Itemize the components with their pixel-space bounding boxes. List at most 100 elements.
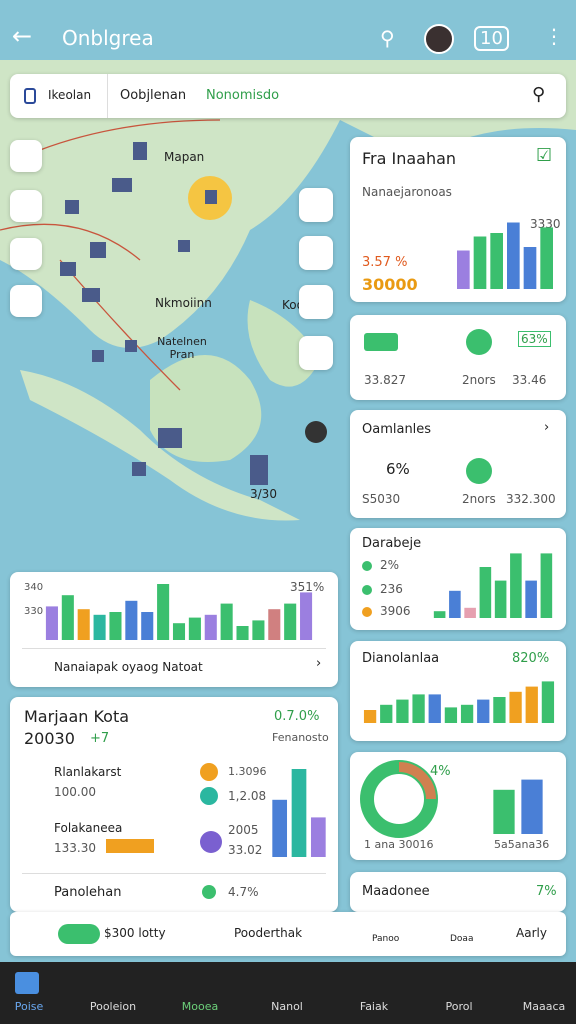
- bar: [272, 799, 288, 857]
- action[interactable]: Pooderthak: [234, 926, 303, 940]
- link[interactable]: Nanaiapak oyaog Natoat: [54, 660, 203, 674]
- bar: [477, 699, 490, 723]
- percent: 6%: [386, 460, 410, 478]
- nav-item[interactable]: Porol: [445, 1000, 473, 1013]
- bottom-nav: Poise Pooleion Mooea Nanol Faiak Porol M…: [0, 962, 576, 1024]
- tab-label[interactable]: Nonomisdo: [206, 88, 280, 103]
- chevron[interactable]: ›: [544, 420, 550, 435]
- delta: +7: [90, 731, 110, 746]
- tab-icon: [24, 88, 36, 104]
- value: 33.827: [364, 373, 406, 387]
- action[interactable]: $300 lotty: [104, 926, 166, 940]
- bar: [540, 227, 553, 289]
- bar: [204, 614, 217, 640]
- percent: 7%: [536, 884, 557, 899]
- nav-item[interactable]: Poise: [14, 1000, 44, 1013]
- tool-button[interactable]: [10, 190, 42, 222]
- bar: [510, 553, 522, 618]
- nav-item[interactable]: Mooea: [181, 1000, 219, 1013]
- bar: [125, 600, 138, 640]
- map-label: Mapan: [164, 150, 205, 164]
- tool-button[interactable]: [10, 285, 42, 317]
- nav-item[interactable]: Maaaca: [522, 1000, 566, 1013]
- stat-card[interactable]: 4% 1 ana 30016 5a5ana36: [350, 752, 566, 860]
- bar-chart: [493, 779, 543, 834]
- axis-label: 330: [24, 606, 44, 617]
- dot: [362, 585, 372, 595]
- bar: [396, 699, 409, 723]
- tool-button[interactable]: [299, 188, 333, 222]
- bar-chart: [45, 584, 313, 640]
- top-bar: ← Onblgrea ⚲ 10 ⋮: [0, 0, 576, 72]
- menu[interactable]: ⋮: [544, 24, 564, 48]
- stat: 1,2.08: [228, 789, 267, 803]
- nav-item[interactable]: Faiak: [359, 1000, 389, 1013]
- bar-chart: [363, 681, 555, 723]
- stat-card[interactable]: Dianolanlaa 820%: [350, 641, 566, 741]
- bar: [412, 694, 425, 723]
- nav-item[interactable]: Pooleion: [89, 1000, 137, 1013]
- stat-card[interactable]: 63% 33.827 2nors 33.46: [350, 315, 566, 400]
- stat-card[interactable]: Oamlanles › 6% S5030 2nors 332.300: [350, 410, 566, 518]
- badge[interactable]: 10: [474, 26, 509, 51]
- stat: 33.02: [228, 843, 263, 857]
- divider: [22, 648, 326, 649]
- markers: [60, 142, 268, 485]
- tab-label: Ikeolan: [48, 88, 92, 102]
- value: 2nors: [462, 492, 496, 506]
- dot: [202, 885, 216, 899]
- bar: [493, 789, 515, 834]
- stat-card[interactable]: Fra Inaahan ☑ Nanaejaronoas 3.57 % 30000…: [350, 137, 566, 302]
- year: 20030: [24, 729, 75, 748]
- bar: [460, 704, 474, 723]
- summary-card[interactable]: Marjaan Kota 20030 +7 0.7.0% Fenanosto R…: [10, 697, 338, 912]
- tab-label[interactable]: Oobjlenan: [120, 88, 187, 103]
- bar-swatch: [106, 839, 154, 853]
- bar: [449, 590, 461, 618]
- toggle[interactable]: [58, 924, 100, 944]
- bar: [479, 567, 492, 618]
- tool-button[interactable]: [299, 285, 333, 319]
- stat-card[interactable]: Darabeje 2% 236 3906: [350, 528, 566, 630]
- action[interactable]: Aarly: [516, 926, 547, 940]
- card-title: Darabeje: [362, 536, 422, 551]
- bar-chart: [457, 222, 553, 289]
- tool-button[interactable]: [299, 236, 333, 270]
- app-title: Onblgrea: [62, 26, 154, 50]
- icon: [364, 333, 398, 351]
- tool-button[interactable]: [10, 238, 42, 270]
- chart-card[interactable]: 340 330 351% Nanaiapak oyaog Natoat ›: [10, 572, 338, 687]
- stat: 1.3096: [228, 765, 267, 778]
- stat-card[interactable]: Maadonee 7%: [350, 872, 566, 912]
- bar: [188, 617, 201, 640]
- bar: [284, 603, 297, 640]
- axis-label: 340: [24, 582, 44, 593]
- chevron[interactable]: ›: [316, 656, 322, 671]
- item: 2%: [380, 558, 400, 572]
- row-value: 133.30: [54, 841, 96, 855]
- bar: [525, 686, 538, 723]
- search-bar[interactable]: Ikeolan Oobjlenan Nonomisdo ⚲: [10, 74, 566, 118]
- dot: [200, 787, 218, 805]
- action-bar: $300 lotty Pooderthak Panoo Doaa Aarly: [10, 912, 566, 956]
- action[interactable]: Doaa: [450, 934, 474, 944]
- back-button[interactable]: ←: [12, 22, 33, 50]
- bar: [464, 607, 476, 618]
- avatar[interactable]: [424, 24, 454, 54]
- tool-button[interactable]: [299, 336, 333, 370]
- percent: 4%: [430, 764, 451, 779]
- bar: [493, 697, 506, 723]
- bar: [220, 603, 233, 640]
- value: 33.46: [512, 373, 547, 387]
- tab[interactable]: Ikeolan: [10, 74, 108, 118]
- item: 236: [380, 582, 403, 596]
- search-icon[interactable]: ⚲: [532, 84, 546, 105]
- bar: [310, 817, 326, 857]
- bar: [93, 614, 106, 640]
- tool-button[interactable]: [10, 140, 42, 172]
- search-icon[interactable]: ⚲: [380, 26, 395, 50]
- nav-item[interactable]: Nanol: [271, 1000, 303, 1013]
- percent: 0.7.0%: [274, 709, 320, 724]
- action[interactable]: Panoo: [372, 934, 400, 944]
